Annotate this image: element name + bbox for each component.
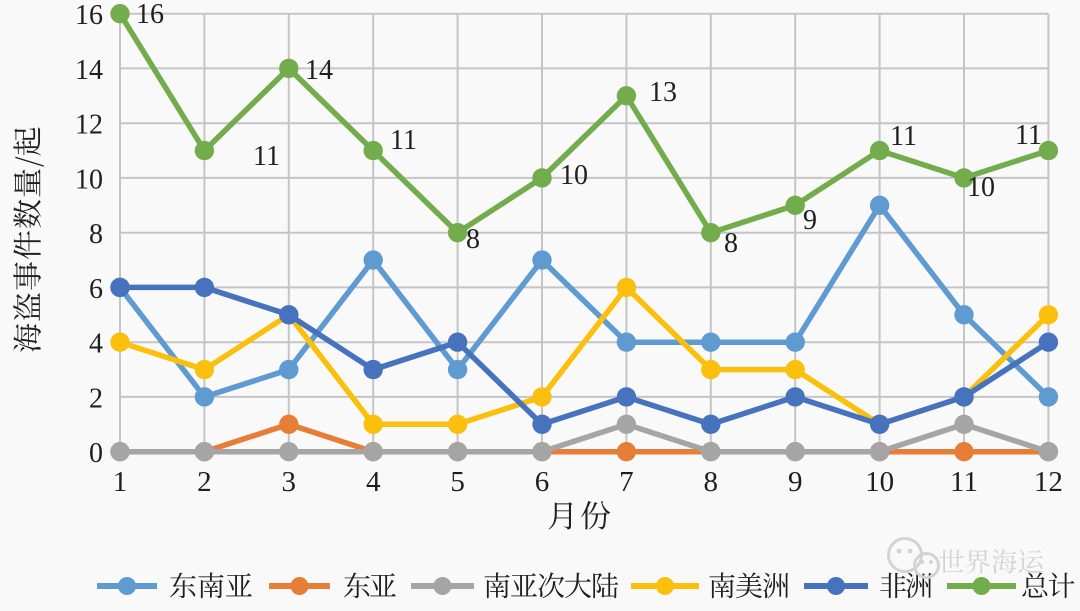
- svg-text:6: 6: [535, 466, 550, 498]
- svg-text:11: 11: [950, 466, 978, 498]
- svg-text:14: 14: [75, 55, 103, 86]
- svg-text:9: 9: [803, 205, 817, 236]
- svg-text:4: 4: [89, 329, 103, 360]
- svg-text:14: 14: [305, 55, 333, 86]
- svg-text:2: 2: [89, 383, 103, 414]
- svg-text:1: 1: [113, 466, 128, 498]
- svg-text:11: 11: [890, 121, 917, 152]
- svg-text:2: 2: [197, 466, 212, 498]
- svg-text:8: 8: [724, 228, 738, 259]
- svg-text:3: 3: [282, 466, 297, 498]
- svg-text:16: 16: [136, 0, 164, 30]
- svg-text:12: 12: [1034, 466, 1063, 498]
- svg-text:10: 10: [75, 164, 103, 195]
- svg-text:9: 9: [788, 466, 803, 498]
- svg-text:0: 0: [89, 438, 103, 469]
- svg-text:4: 4: [366, 466, 381, 498]
- svg-text:8: 8: [704, 466, 719, 498]
- svg-text:6: 6: [89, 274, 103, 305]
- svg-text:16: 16: [75, 0, 103, 31]
- svg-text:5: 5: [450, 466, 465, 498]
- svg-text:12: 12: [75, 110, 103, 141]
- svg-text:10: 10: [560, 160, 588, 191]
- svg-text:11: 11: [390, 125, 417, 156]
- svg-text:8: 8: [89, 219, 103, 250]
- svg-text:13: 13: [649, 77, 677, 108]
- svg-text:11: 11: [1015, 120, 1042, 151]
- svg-text:11: 11: [253, 141, 280, 172]
- svg-text:10: 10: [865, 466, 894, 498]
- svg-text:10: 10: [967, 172, 995, 203]
- svg-text:7: 7: [619, 466, 634, 498]
- svg-text:8: 8: [466, 224, 480, 255]
